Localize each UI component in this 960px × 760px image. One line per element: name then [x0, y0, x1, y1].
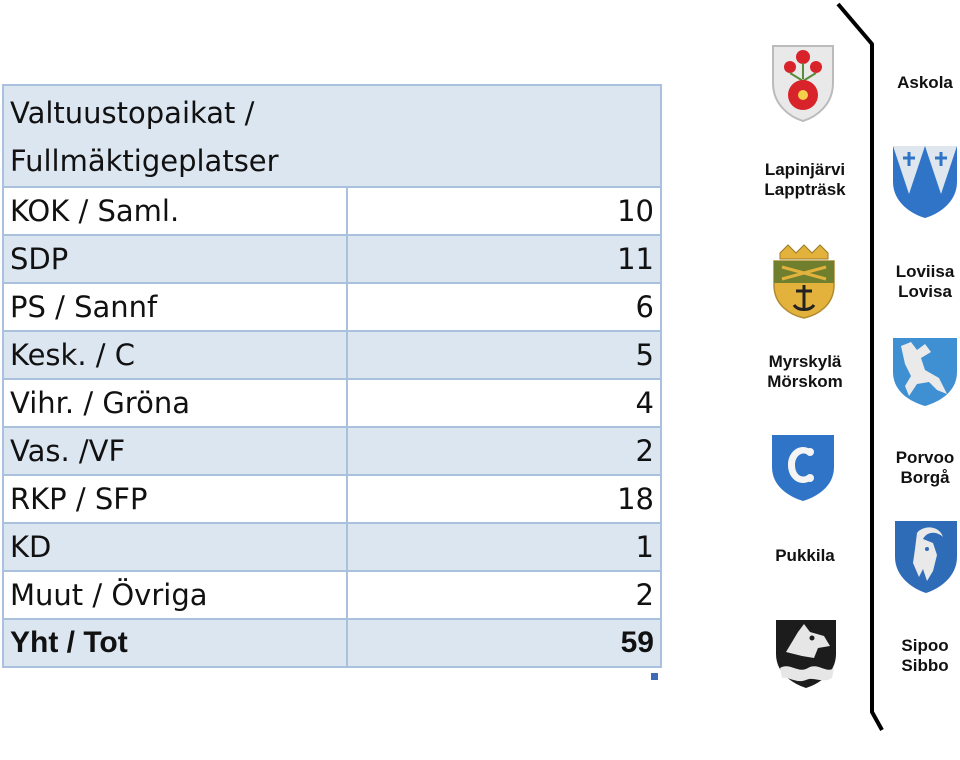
- table-row: Vihr. / Gröna 4: [2, 378, 662, 428]
- municipality-name-askola: Askola: [897, 73, 953, 92]
- pukkila-crest-icon: [776, 620, 836, 688]
- table-row: KD 1: [2, 522, 662, 572]
- table-row: Muut / Övriga 2: [2, 570, 662, 620]
- party-name: Vihr. / Gröna: [2, 378, 348, 428]
- askola-crest-icon: [772, 45, 834, 123]
- sipoo-crest-icon: [895, 521, 957, 593]
- municipality-name-pukkila: Pukkila: [775, 546, 835, 565]
- seat-count: 11: [346, 234, 662, 284]
- table-row: Vas. /VF 2: [2, 426, 662, 476]
- party-name: SDP: [2, 234, 348, 284]
- table-title-line-1: Valtuustopaikat /: [10, 96, 255, 130]
- party-name: Vas. /VF: [2, 426, 348, 476]
- table-row: KOK / Saml. 10: [2, 186, 662, 236]
- table-row: SDP 11: [2, 234, 662, 284]
- seat-count: 4: [346, 378, 662, 428]
- party-name: PS / Sannf: [2, 282, 348, 332]
- party-name: RKP / SFP: [2, 474, 348, 524]
- divider-line: [836, 2, 884, 731]
- myrskyla-crest-icon: [772, 435, 834, 501]
- seat-count: 10: [346, 186, 662, 236]
- total-label: Yht / Tot: [2, 618, 348, 668]
- party-name: Muut / Övriga: [2, 570, 348, 620]
- municipality-name-lapinjarvi: Lapinjärvi Lappträsk: [764, 160, 846, 199]
- seat-count: 5: [346, 330, 662, 380]
- total-seat-cell[interactable]: 59: [346, 618, 662, 668]
- table-row: RKP / SFP 18: [2, 474, 662, 524]
- party-name: KOK / Saml.: [2, 186, 348, 236]
- seat-count: 2: [346, 426, 662, 476]
- total-seat-count: 59: [354, 620, 654, 666]
- lapinjarvi-crest-icon: [773, 244, 835, 319]
- table-title-row: Valtuustopaikat / Fullmäktigeplatser: [2, 84, 662, 188]
- council-seats-table: Valtuustopaikat / Fullmäktigeplatser KOK…: [2, 84, 662, 668]
- municipality-name-sipoo: Sipoo Sibbo: [901, 636, 949, 675]
- party-name: Kesk. / C: [2, 330, 348, 380]
- seat-count: 18: [346, 474, 662, 524]
- municipality-name-loviisa: Loviisa Lovisa: [895, 262, 955, 301]
- seat-count: 2: [346, 570, 662, 620]
- party-name: KD: [2, 522, 348, 572]
- table-row: PS / Sannf 6: [2, 282, 662, 332]
- table-title: Valtuustopaikat / Fullmäktigeplatser: [2, 84, 662, 188]
- table-title-line-2: Fullmäktigeplatser: [10, 144, 279, 178]
- municipality-name-myrskyla: Myrskylä Mörskom: [767, 352, 843, 391]
- total-seat-value: 59: [620, 626, 654, 659]
- table-row: Kesk. / C 5: [2, 330, 662, 380]
- seat-count: 1: [346, 522, 662, 572]
- selection-fill-handle[interactable]: [651, 673, 658, 680]
- municipality-name-porvoo: Porvoo Borgå: [895, 448, 955, 487]
- loviisa-crest-icon: [893, 146, 957, 218]
- porvoo-crest-icon: [893, 338, 957, 406]
- table-total-row: Yht / Tot 59: [2, 618, 662, 668]
- seat-count: 6: [346, 282, 662, 332]
